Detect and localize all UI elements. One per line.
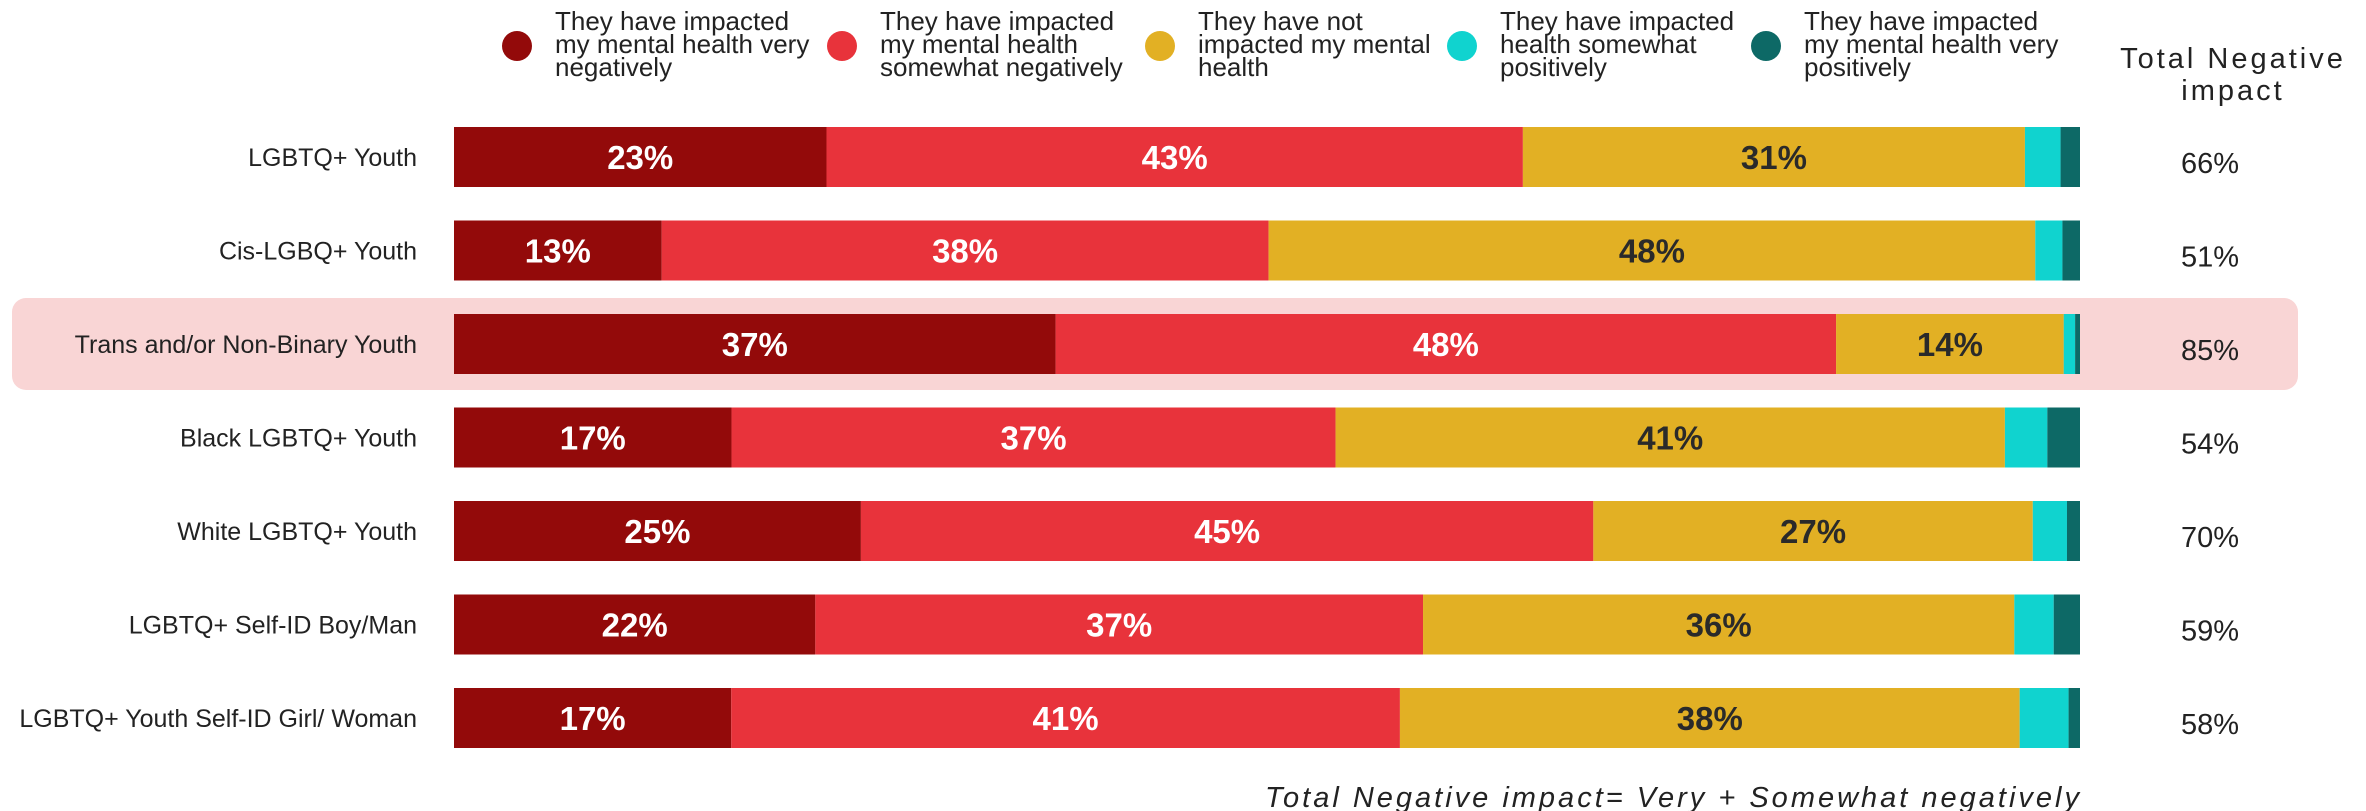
bar-label-lgbtq-youth-self-id-girl-woman-series-1: 17% bbox=[560, 700, 626, 737]
bar-lgbtq-self-id-boy-man-series-3 bbox=[1423, 594, 2015, 655]
bar-label-lgbtq-youth-series-2: 43% bbox=[1142, 139, 1208, 176]
category-label-lgbtq-youth: LGBTQ+ Youth bbox=[248, 144, 417, 172]
bar-label-cis-lgbq-youth-series-1: 13% bbox=[525, 233, 591, 270]
bar-trans-and-or-non-binary-youth-series-3 bbox=[1836, 314, 2064, 374]
bar-label-black-lgbtq-youth-series-2: 37% bbox=[1001, 420, 1067, 457]
category-label-black-lgbtq-youth: Black LGBTQ+ Youth bbox=[180, 425, 417, 453]
bar-label-lgbtq-youth-self-id-girl-woman-series-2: 41% bbox=[1033, 700, 1099, 737]
legend-marker-2 bbox=[827, 31, 857, 61]
bars bbox=[454, 127, 2080, 748]
total-negative-header: Total Negative impact bbox=[2120, 43, 2346, 107]
bar-lgbtq-youth-self-id-girl-woman-series-5 bbox=[2068, 688, 2080, 748]
bar-label-lgbtq-youth-series-3: 31% bbox=[1741, 139, 1807, 176]
bar-white-lgbtq-youth-series-5 bbox=[2066, 501, 2080, 561]
bar-label-white-lgbtq-youth-series-1: 25% bbox=[624, 513, 690, 550]
legend-label-5: They have impacted my mental health very p… bbox=[1804, 6, 2058, 82]
legend-marker-5 bbox=[1751, 31, 1781, 61]
total-value-black-lgbtq-youth: 54% bbox=[2181, 429, 2239, 461]
bar-cis-lgbq-youth-series-3 bbox=[1268, 220, 2036, 281]
legend-label-1: They have impacted my mental health very n… bbox=[555, 6, 809, 82]
category-labels: LGBTQ+ Youth Cis-LGBQ+ Youth Trans and/or … bbox=[19, 144, 417, 733]
legend-marker-3 bbox=[1145, 31, 1175, 61]
bar-label-lgbtq-youth-self-id-girl-woman-series-3: 38% bbox=[1677, 700, 1743, 737]
bar-lgbtq-self-id-boy-man-series-4 bbox=[2014, 594, 2054, 655]
bar-trans-and-or-non-binary-youth-series-1 bbox=[454, 314, 1056, 374]
bar-label-lgbtq-youth-series-1: 23% bbox=[607, 139, 673, 176]
footnote: Total Negative impact= Very + Somewhat n… bbox=[1265, 782, 2082, 811]
bar-lgbtq-youth-series-5 bbox=[2060, 127, 2080, 187]
bar-lgbtq-self-id-boy-man-series-2 bbox=[815, 594, 1424, 655]
bar-lgbtq-youth-self-id-girl-woman-series-1 bbox=[454, 688, 732, 748]
total-value-lgbtq-self-id-boy-man: 59% bbox=[2181, 616, 2239, 648]
category-label-trans-and-or-non-binary-youth: Trans and/or Non-Binary Youth bbox=[75, 331, 417, 359]
bar-label-lgbtq-self-id-boy-man-series-1: 22% bbox=[602, 607, 668, 644]
bar-white-lgbtq-youth-series-2 bbox=[860, 501, 1594, 561]
category-label-white-lgbtq-youth: White LGBTQ+ Youth bbox=[177, 518, 417, 546]
bar-black-lgbtq-youth-series-4 bbox=[2004, 407, 2048, 468]
legend-label-4: They have impacted health somewhat positiv… bbox=[1500, 6, 1734, 82]
total-value-lgbtq-youth-self-id-girl-woman: 58% bbox=[2181, 709, 2239, 741]
bar-lgbtq-youth-series-4 bbox=[2024, 127, 2061, 187]
bar-label-trans-and-or-non-binary-youth-series-1: 37% bbox=[722, 326, 788, 363]
legend-label-2: They have impacted my mental health somewh… bbox=[880, 6, 1123, 82]
bar-label-lgbtq-self-id-boy-man-series-2: 37% bbox=[1086, 607, 1152, 644]
category-label-cis-lgbq-youth: Cis-LGBQ+ Youth bbox=[219, 238, 417, 266]
bar-labels: 23% 43% 31% 13% 38% 48% 37% 48% 14% 17% 37% 41% 25% 4… bbox=[525, 139, 1983, 737]
bar-label-black-lgbtq-youth-series-3: 41% bbox=[1637, 420, 1703, 457]
bar-black-lgbtq-youth-series-1 bbox=[454, 407, 732, 468]
total-value-cis-lgbq-youth: 51% bbox=[2181, 242, 2239, 274]
bar-trans-and-or-non-binary-youth-series-4 bbox=[2063, 314, 2076, 374]
bar-label-white-lgbtq-youth-series-2: 45% bbox=[1194, 513, 1260, 550]
bar-trans-and-or-non-binary-youth-series-2 bbox=[1055, 314, 1837, 374]
bar-black-lgbtq-youth-series-3 bbox=[1335, 407, 2005, 468]
category-label-lgbtq-youth-self-id-girl-woman: LGBTQ+ Youth Self-ID Girl/ Woman bbox=[19, 705, 417, 733]
bar-label-lgbtq-self-id-boy-man-series-3: 36% bbox=[1686, 607, 1752, 644]
total-negative-header-text: Total Negative impact bbox=[2120, 43, 2346, 107]
bar-label-cis-lgbq-youth-series-2: 38% bbox=[932, 233, 998, 270]
total-value-trans-and-or-non-binary-youth: 85% bbox=[2181, 335, 2239, 367]
legend-label-3: They have not impacted my mental health bbox=[1198, 6, 1431, 82]
bar-label-trans-and-or-non-binary-youth-series-3: 14% bbox=[1917, 326, 1983, 363]
bar-white-lgbtq-youth-series-1 bbox=[454, 501, 861, 561]
bar-black-lgbtq-youth-series-5 bbox=[2047, 407, 2080, 468]
total-value-lgbtq-youth: 66% bbox=[2181, 148, 2239, 180]
bar-label-trans-and-or-non-binary-youth-series-2: 48% bbox=[1413, 326, 1479, 363]
category-label-lgbtq-self-id-boy-man: LGBTQ+ Self-ID Boy/Man bbox=[129, 612, 417, 640]
bar-white-lgbtq-youth-series-3 bbox=[1593, 501, 2033, 561]
legend-marker-1 bbox=[502, 31, 532, 61]
bar-lgbtq-youth-self-id-girl-woman-series-2 bbox=[731, 688, 1400, 748]
bar-label-white-lgbtq-youth-series-3: 27% bbox=[1780, 513, 1846, 550]
bar-lgbtq-youth-series-3 bbox=[1522, 127, 2025, 187]
legend: They have impacted my mental health very n… bbox=[502, 6, 2058, 82]
bar-label-black-lgbtq-youth-series-1: 17% bbox=[560, 420, 626, 457]
bar-cis-lgbq-youth-series-5 bbox=[2062, 220, 2080, 281]
bar-cis-lgbq-youth-series-2 bbox=[661, 220, 1269, 281]
bar-lgbtq-youth-self-id-girl-woman-series-4 bbox=[2019, 688, 2069, 748]
bar-lgbtq-youth-self-id-girl-woman-series-3 bbox=[1399, 688, 2020, 748]
bar-lgbtq-youth-series-2 bbox=[826, 127, 1523, 187]
bar-trans-and-or-non-binary-youth-series-5 bbox=[2075, 314, 2080, 374]
bar-black-lgbtq-youth-series-2 bbox=[731, 407, 1336, 468]
bar-white-lgbtq-youth-series-4 bbox=[2032, 501, 2067, 561]
legend-marker-4 bbox=[1447, 31, 1477, 61]
bar-cis-lgbq-youth-series-1 bbox=[454, 220, 662, 281]
bar-lgbtq-self-id-boy-man-series-5 bbox=[2053, 594, 2080, 655]
bar-label-cis-lgbq-youth-series-3: 48% bbox=[1619, 233, 1685, 270]
bar-lgbtq-self-id-boy-man-series-1 bbox=[454, 594, 816, 655]
total-value-white-lgbtq-youth: 70% bbox=[2181, 522, 2239, 554]
total-values: 66% 51% 85% 54% 70% 59% 58% bbox=[2181, 148, 2239, 741]
bar-cis-lgbq-youth-series-4 bbox=[2035, 220, 2063, 281]
bar-lgbtq-youth-series-1 bbox=[454, 127, 827, 187]
